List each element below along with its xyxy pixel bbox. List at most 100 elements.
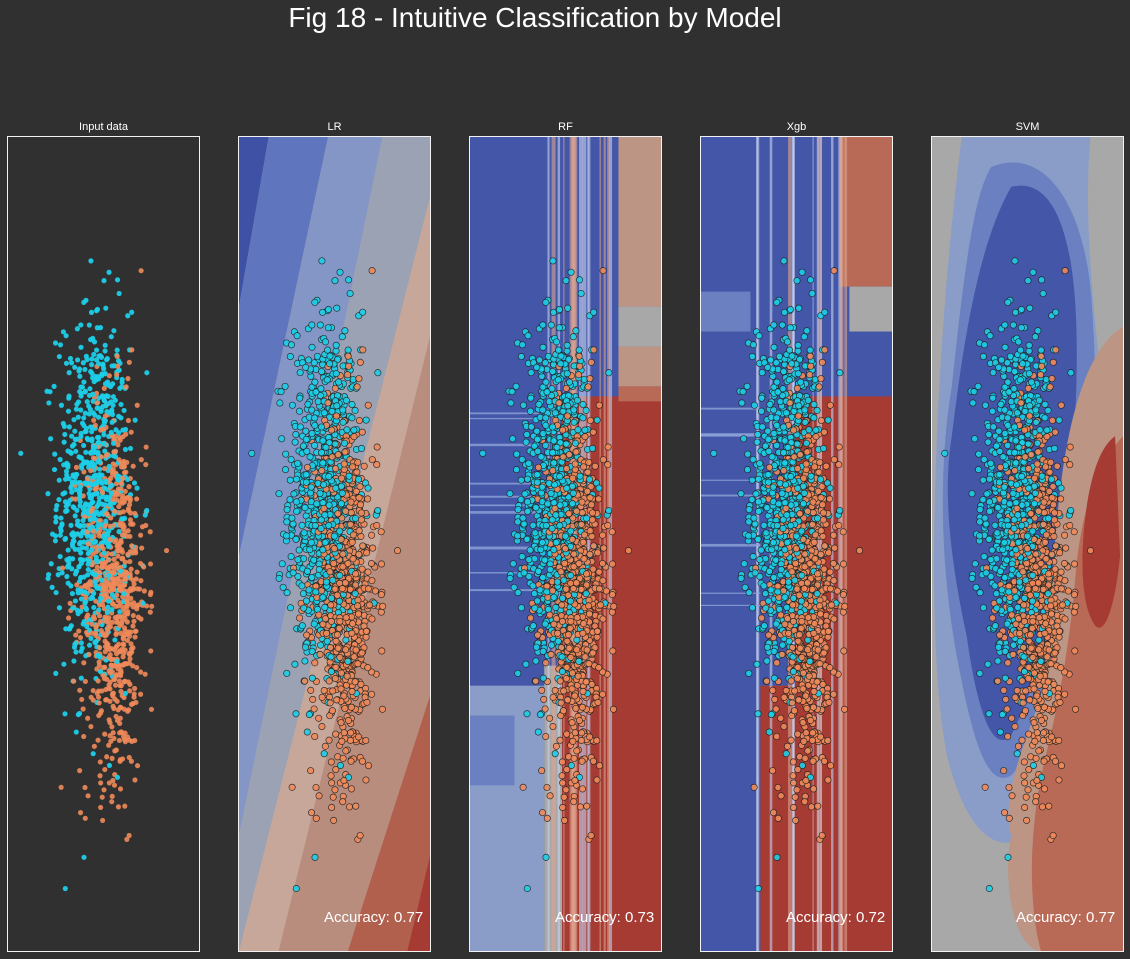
scatter-point (303, 463, 311, 471)
scatter-point (119, 376, 125, 383)
split-stripe (470, 504, 540, 507)
scatter-point (602, 587, 610, 595)
scatter-point (132, 685, 138, 692)
scatter-point (569, 474, 577, 482)
scatter-point (514, 532, 522, 540)
split-stripe (588, 137, 591, 951)
scatter-point (331, 277, 339, 285)
scatter-point (551, 504, 559, 512)
scatter-point (333, 696, 341, 704)
scatter-point (111, 449, 117, 455)
scatter-point (819, 516, 827, 524)
split-stripe (701, 494, 761, 497)
scatter-point (102, 413, 109, 419)
panel-title-xgb: Xgb (786, 121, 807, 133)
scatter-point (125, 528, 131, 534)
scatter-point (579, 400, 587, 408)
scatter-point (328, 426, 336, 434)
scatter-point (281, 466, 290, 474)
scatter-point (517, 496, 525, 504)
scatter-point (352, 646, 360, 654)
scatter-point (353, 468, 361, 476)
scatter-point (758, 614, 766, 622)
scatter-point (111, 782, 118, 788)
scatter-point (283, 506, 291, 514)
scatter-point (374, 506, 382, 515)
scatter-point (773, 853, 781, 861)
scatter-point (114, 717, 121, 724)
split-stripe (470, 589, 540, 592)
scatter-point (109, 799, 115, 805)
scatter-point (73, 649, 79, 655)
scatter-point (109, 419, 115, 425)
scatter-point (54, 503, 60, 509)
scatter-point (517, 476, 525, 484)
scatter-point (543, 814, 551, 822)
scatter-point (332, 637, 340, 645)
scatter-point (545, 398, 553, 406)
scatter-point (327, 653, 335, 661)
scatter-point (112, 508, 118, 514)
scatter-point (91, 417, 97, 423)
scatter-point (93, 583, 99, 589)
scatter-point (347, 498, 355, 506)
scatter-point (767, 711, 775, 719)
scatter-point (331, 384, 339, 392)
scatter-point (96, 533, 103, 539)
scatter-point (329, 793, 337, 801)
scatter-point (308, 406, 316, 414)
scatter-point (332, 730, 340, 738)
scatter-point (558, 758, 566, 766)
scatter-point (287, 341, 295, 349)
scatter-point (113, 682, 119, 688)
scatter-point (291, 438, 299, 446)
scatter-point (87, 579, 93, 585)
scatter-point (368, 267, 376, 275)
scatter-point (122, 803, 128, 809)
scatter-point (323, 376, 331, 384)
scatter-point (326, 568, 334, 576)
scatter-point (595, 568, 603, 576)
scatter-point (586, 416, 594, 425)
panel-lr (238, 136, 431, 952)
scatter-point (595, 585, 603, 593)
scatter-point (115, 804, 122, 810)
scatter-point (359, 542, 367, 550)
scatter-point (345, 276, 353, 284)
scatter-point (89, 500, 95, 506)
scatter-point (112, 615, 118, 621)
scatter-point (296, 369, 304, 377)
scatter-point (129, 309, 135, 315)
scatter-point (569, 737, 577, 745)
scatter-point (318, 587, 326, 595)
scatter-point (317, 524, 325, 532)
scatter-point (610, 602, 618, 610)
scatter-point (362, 416, 370, 424)
scatter-point (569, 489, 577, 497)
scatter-point (107, 523, 113, 529)
scatter-point (311, 522, 319, 530)
scatter-point (98, 804, 104, 811)
scatter-point (109, 724, 115, 730)
scatter-point (132, 628, 138, 634)
scatter-point (93, 357, 100, 363)
scatter-point (97, 618, 104, 625)
scatter-point (88, 309, 95, 315)
scatter-point (134, 485, 140, 491)
scatter-point (53, 514, 59, 520)
scatter-point (572, 448, 580, 456)
scatter-point (78, 407, 84, 413)
scatter-point (542, 421, 550, 429)
scatter-point (513, 450, 521, 458)
scatter-point (128, 758, 134, 764)
scatter-point (557, 699, 565, 707)
scatter-point (292, 430, 300, 439)
scatter-point (563, 766, 571, 774)
scatter-point (578, 757, 586, 765)
scatter-point (84, 476, 91, 482)
scatter-point (378, 647, 386, 655)
scatter-point (586, 733, 594, 741)
scatter-point (518, 455, 526, 464)
scatter-point (550, 546, 558, 554)
scatter-point (56, 497, 62, 503)
